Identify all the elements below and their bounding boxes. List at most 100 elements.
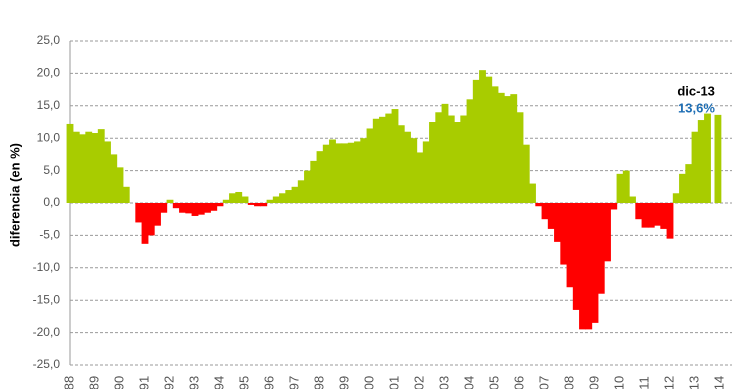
bar — [135, 203, 143, 223]
bar — [491, 86, 499, 203]
y-tick-label: 15,0 — [37, 98, 61, 112]
bar — [691, 131, 699, 203]
bar — [116, 167, 124, 203]
bar — [591, 203, 599, 323]
bar — [341, 143, 349, 203]
x-tick-label: 99 — [336, 376, 351, 389]
bar — [435, 112, 443, 203]
bar — [254, 203, 261, 207]
y-axis-label: diferencia (en %) — [7, 143, 22, 247]
bar — [666, 203, 674, 239]
y-tick-label: 25,0 — [37, 33, 61, 47]
bar — [360, 138, 368, 203]
y-tick-label: -20,0 — [33, 325, 61, 339]
bar — [279, 193, 286, 203]
bar — [297, 180, 305, 203]
bar — [485, 76, 493, 203]
bar — [554, 203, 561, 242]
x-tick-label: 96 — [261, 376, 276, 389]
bar — [235, 191, 243, 203]
x-tick-label: 08 — [561, 376, 576, 389]
bar — [504, 96, 511, 203]
bar — [154, 203, 161, 226]
bar — [147, 203, 155, 236]
y-tick-label: 20,0 — [37, 66, 61, 80]
bar — [347, 142, 355, 203]
x-tick-label: 13 — [686, 376, 701, 389]
x-tick-label: 05 — [486, 376, 501, 389]
bar — [210, 203, 218, 211]
bar — [329, 139, 336, 203]
bar — [260, 203, 268, 207]
bar — [410, 138, 418, 203]
bar — [222, 199, 230, 203]
bar — [191, 203, 199, 216]
bar — [141, 203, 149, 244]
bar — [79, 134, 86, 203]
bar — [316, 151, 324, 203]
bar — [85, 131, 93, 203]
bar — [510, 94, 518, 203]
bar — [291, 186, 299, 203]
bar — [566, 203, 574, 288]
x-tick-label: 91 — [136, 376, 151, 389]
bar — [166, 199, 174, 203]
bar — [572, 203, 580, 310]
bar — [272, 196, 280, 203]
bar — [91, 133, 99, 203]
bar — [635, 203, 643, 220]
bar — [422, 141, 430, 203]
bar — [391, 109, 399, 203]
x-tick-label: 03 — [436, 376, 451, 389]
bar — [416, 152, 424, 203]
bar — [66, 123, 74, 203]
bar — [685, 164, 693, 203]
bar — [72, 131, 80, 203]
bar — [641, 203, 649, 228]
bar — [304, 170, 311, 203]
bar — [447, 115, 455, 203]
bar — [629, 196, 636, 203]
x-tick-label: 14 — [711, 376, 726, 389]
y-tick-label: -15,0 — [33, 292, 61, 306]
bar — [622, 170, 630, 203]
bar — [285, 190, 293, 203]
y-tick-label: 10,0 — [37, 130, 61, 144]
bar — [535, 203, 543, 207]
x-tick-label: 00 — [361, 376, 376, 389]
y-tick-label: 0,0 — [43, 195, 60, 209]
bar — [322, 144, 330, 203]
bar — [516, 112, 524, 203]
x-tick-label: 12 — [661, 376, 676, 389]
bar — [366, 128, 374, 203]
bar — [704, 113, 711, 203]
bar — [616, 173, 624, 203]
bar — [429, 122, 436, 203]
x-tick-label: 98 — [311, 376, 326, 389]
x-tick-label: 89 — [86, 376, 101, 389]
bar — [714, 114, 722, 203]
bar — [122, 186, 130, 203]
bar — [579, 203, 586, 330]
x-tick-label: 10 — [611, 376, 626, 389]
bar — [229, 193, 236, 203]
bar — [697, 120, 705, 203]
bar — [354, 141, 361, 203]
bar — [441, 103, 449, 203]
x-tick-label: 09 — [586, 376, 601, 389]
bar — [660, 203, 668, 229]
x-tick-label: 92 — [161, 376, 176, 389]
bar — [604, 203, 611, 262]
bar — [610, 203, 618, 210]
bar — [160, 203, 168, 213]
bar — [204, 203, 211, 213]
bar — [379, 116, 386, 203]
bar — [479, 70, 486, 203]
x-tick-label: 02 — [411, 376, 426, 389]
annotation: 13,6% — [678, 100, 715, 115]
bar — [385, 113, 393, 203]
bar — [404, 131, 411, 203]
bar — [454, 122, 461, 203]
bar — [522, 144, 530, 203]
